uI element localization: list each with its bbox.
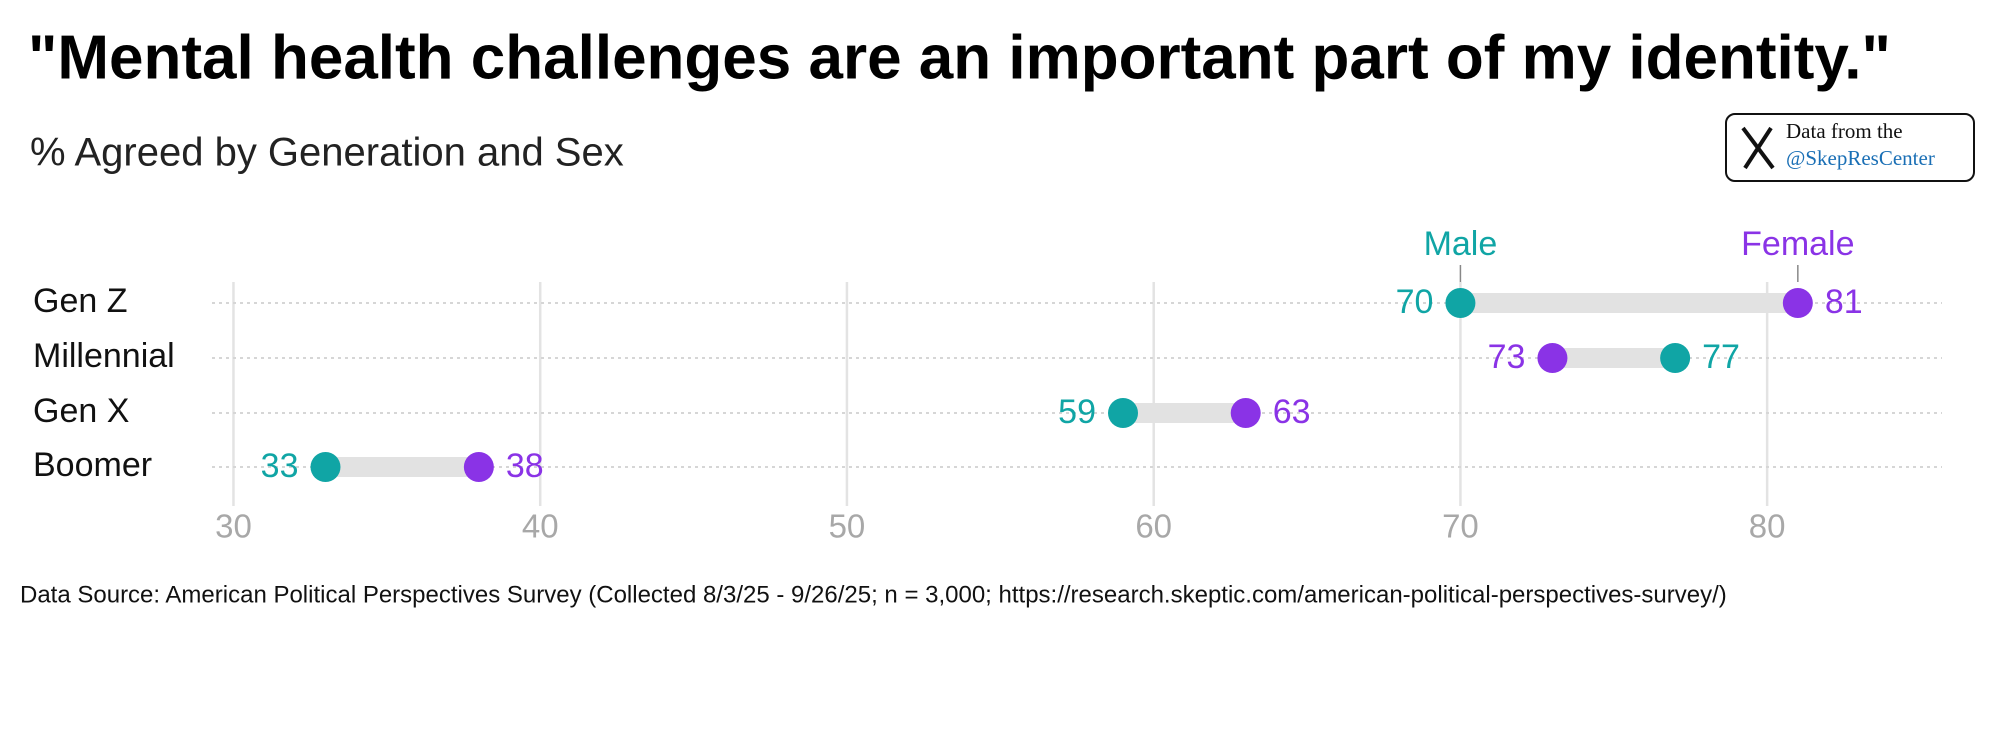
y-tick-label: Boomer — [33, 446, 152, 484]
value-label: 38 — [506, 447, 544, 485]
dot — [1660, 343, 1691, 373]
value-label: 59 — [1058, 393, 1096, 431]
legend-label: Male — [1424, 225, 1498, 263]
dot — [1782, 288, 1813, 318]
dot — [1230, 398, 1261, 428]
legend-label: Female — [1741, 225, 1854, 263]
badge-text: Data from the — [1786, 119, 1903, 143]
value-label: 63 — [1273, 393, 1311, 431]
value-label: 77 — [1702, 338, 1740, 376]
x-tick-label: 80 — [1749, 508, 1786, 545]
badge-box — [1725, 113, 1975, 182]
value-label: 73 — [1488, 338, 1526, 376]
chart-subtitle: % Agreed by Generation and Sex — [30, 131, 624, 175]
dot — [1537, 343, 1568, 373]
value-label: 81 — [1825, 283, 1863, 321]
badge-handle: @SkepResCenter — [1786, 146, 1935, 170]
x-tick-label: 40 — [522, 508, 559, 545]
dot — [310, 452, 341, 482]
chart-title: "Mental health challenges are an importa… — [28, 23, 1891, 92]
dot — [1108, 398, 1139, 428]
x-logo — [1741, 126, 1775, 170]
x-tick-label: 50 — [829, 508, 866, 545]
dot — [1445, 288, 1476, 318]
x-tick-label: 70 — [1442, 508, 1479, 545]
y-tick-label: Gen X — [33, 392, 129, 430]
badge: Data from the @SkepResCenter — [1725, 113, 1975, 182]
y-tick-label: Gen Z — [33, 282, 127, 320]
source-note: Data Source: American Political Perspect… — [20, 581, 1727, 608]
x-tick-label: 60 — [1135, 508, 1172, 545]
x-tick-label: 30 — [215, 508, 252, 545]
value-label: 33 — [261, 447, 299, 485]
dot — [463, 452, 494, 482]
value-label: 70 — [1396, 283, 1434, 321]
y-tick-label: Millennial — [33, 337, 175, 375]
